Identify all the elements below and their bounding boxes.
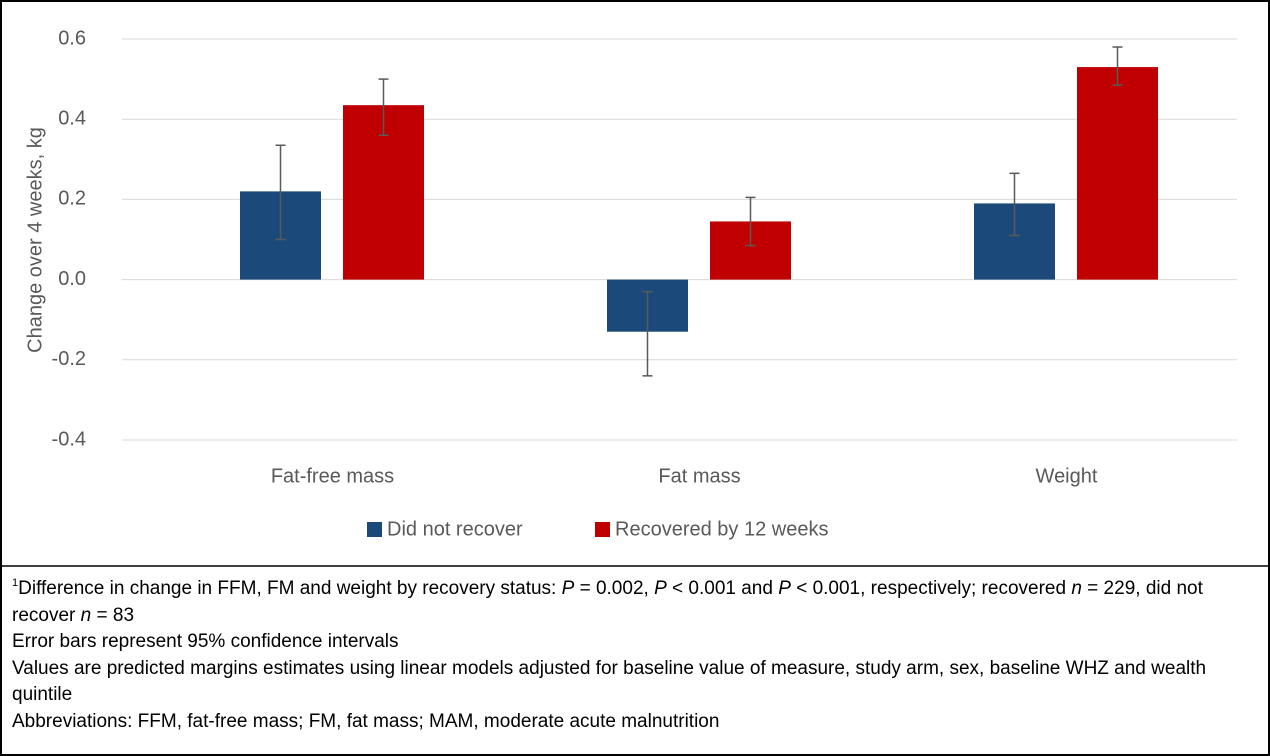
- legend-label: Did not recover: [387, 518, 523, 540]
- bar: [1077, 67, 1158, 280]
- y-tick-label: -0.2: [52, 348, 86, 370]
- footnote-marker: 1: [12, 577, 19, 589]
- footnote-text: = 83: [91, 604, 135, 626]
- chart: Change over 4 weeks, kg -0.4 -0.2 0.0 0.2 0.…: [2, 27, 1268, 567]
- x-tick-label: Fat-free mass: [271, 465, 394, 487]
- footnote-text: P: [778, 578, 791, 599]
- footnote: Abbreviations: FFM, fat-free mass; FM, f…: [12, 710, 720, 732]
- footnotes: 1Difference in change in FFM, FM and wei…: [12, 570, 1257, 736]
- footnote-text: P: [654, 578, 667, 599]
- footnote-text: = 229, did not recover: [12, 578, 1203, 626]
- y-tick-label: 0.2: [58, 188, 86, 210]
- y-tick-label: 0.6: [58, 27, 86, 49]
- footnote: Values are predicted margins estimates u…: [12, 657, 1207, 706]
- footnote-text: < 0.001 and: [666, 578, 779, 599]
- x-tick-label: Fat mass: [658, 465, 740, 487]
- legend-label: Recovered by 12 weeks: [615, 518, 828, 540]
- footnote-text: < 0.001, respectively; recovered: [790, 578, 1072, 599]
- legend-swatch: [595, 522, 610, 537]
- y-tick-label: 0.4: [58, 107, 86, 129]
- y-axis-title: Change over 4 weeks, kg: [24, 127, 46, 353]
- y-tick-label: 0.0: [58, 268, 86, 290]
- y-tick-label: -0.4: [52, 428, 86, 450]
- footnote-text: n: [80, 604, 92, 626]
- footnote: Error bars represent 95% confidence inte…: [12, 631, 399, 653]
- footnote-text: = 0.002,: [574, 578, 655, 599]
- footnote-text: Difference in change in FFM, FM and weig…: [18, 578, 562, 599]
- footnote: 1Difference in change in FFM, FM and wei…: [12, 570, 1257, 629]
- footnote-text: P: [561, 578, 575, 599]
- footnote-text: n: [1071, 578, 1082, 599]
- legend-swatch: [367, 522, 382, 537]
- x-tick-label: Weight: [1036, 465, 1098, 487]
